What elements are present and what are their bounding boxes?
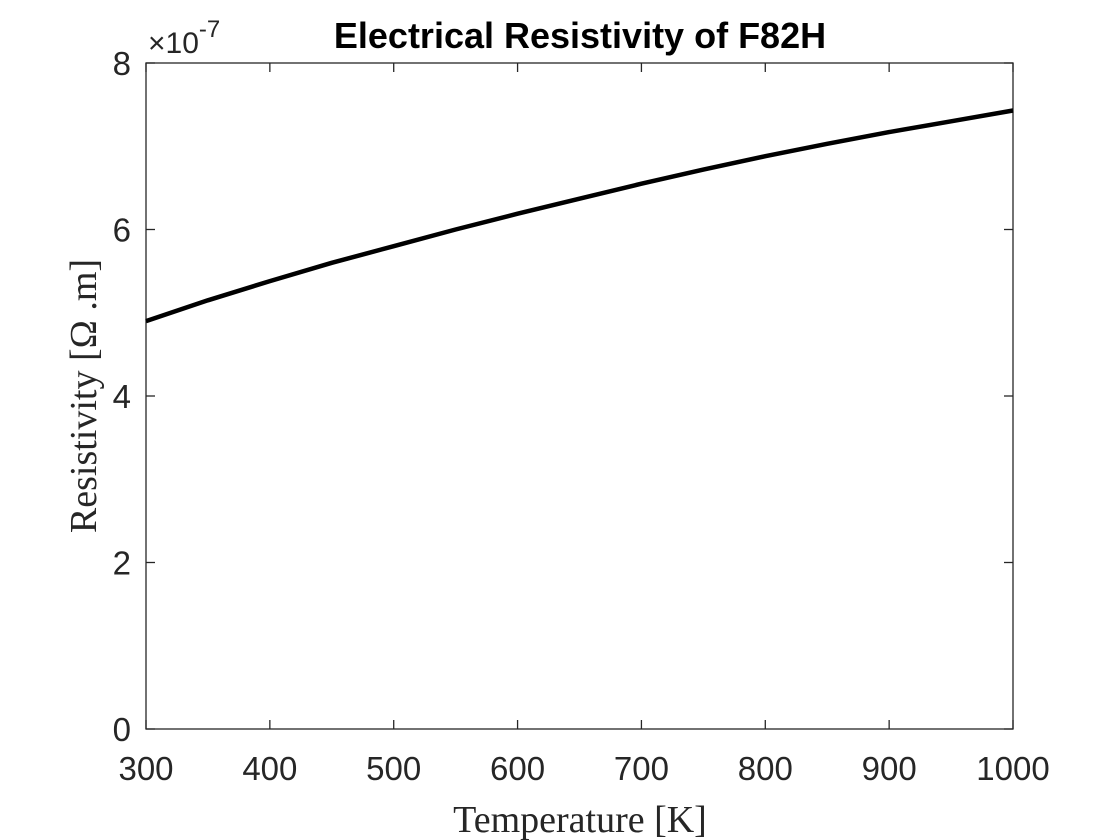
x-tick-label: 700	[614, 750, 669, 787]
plot-area	[145, 62, 1014, 730]
x-tick-label: 300	[118, 750, 173, 787]
x-tick-label: 800	[738, 750, 793, 787]
y-tick-label: 2	[113, 545, 131, 582]
x-tick-label: 500	[366, 750, 421, 787]
y-tick-label: 8	[113, 45, 131, 82]
y-axis-label: Resistivity [Ω .m]	[63, 259, 105, 533]
y-tick-label: 0	[113, 711, 131, 748]
y-tick-label: 6	[113, 212, 131, 249]
y-axis-exponent: ×10-7	[148, 16, 220, 60]
x-tick-label: 400	[242, 750, 297, 787]
y-axis-exponent-base: ×10	[148, 27, 199, 60]
x-tick-label: 600	[490, 750, 545, 787]
chart-title: Electrical Resistivity of F82H	[334, 15, 826, 56]
x-tick-label: 900	[862, 750, 917, 787]
y-axis-exponent-power: -7	[199, 16, 220, 43]
y-tick-label: 4	[113, 378, 131, 415]
y-axis-ticks: 0 2 4 6 8	[113, 45, 1013, 748]
x-axis-ticks: 300 400 500 600 700 800 900 1000	[118, 63, 1050, 787]
series-line	[145, 108, 1014, 324]
x-axis-label: Temperature [K]	[453, 799, 707, 840]
x-tick-label: 1000	[976, 750, 1049, 787]
